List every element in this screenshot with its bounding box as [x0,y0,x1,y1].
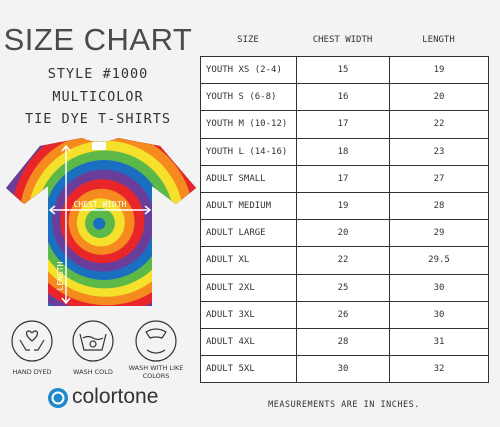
subtitle: TIE DYE T-SHIRTS [24,111,172,127]
style-number: STYLE #1000 [47,66,149,82]
size-cell: ADULT MEDIUM [200,192,297,221]
subtitle: MULTICOLOR [52,89,144,105]
size-cell: YOUTH L (14-16) [200,137,297,166]
size-cell: ADULT 4XL [200,328,297,357]
size-cell: YOUTH S (6-8) [200,83,297,112]
length-label: LENGTH [56,261,65,290]
shirt-tag [92,142,106,150]
measure-cell: 18 [296,137,390,166]
measure-cell: 22 [296,246,390,275]
measure-cell: 31 [389,328,489,357]
measure-cell: 25 [296,273,390,302]
size-cell: ADULT SMALL [200,164,297,193]
title: SIZE CHART [3,22,193,57]
care-label: HAND DYED [12,368,52,376]
measure-cell: 26 [296,300,390,329]
measure-cell: 28 [296,328,390,357]
chest-label: CHEST WIDTH [74,200,127,209]
column-header: CHEST WIDTH [312,35,373,45]
measure-cell: 30 [389,273,489,302]
measure-cell: 30 [296,355,390,384]
column-header: LENGTH [422,35,455,45]
footnote: MEASUREMENTS ARE IN INCHES. [268,400,420,410]
measure-cell: 17 [296,164,390,193]
measure-cell: 19 [296,192,390,221]
measure-cell: 27 [389,164,489,193]
measure-cell: 28 [389,192,489,221]
tie-dye-shirt [6,138,196,306]
care-icons [11,320,177,362]
measure-cell: 29.5 [389,246,489,275]
measure-cell: 15 [296,56,390,85]
measure-cell: 20 [389,83,489,112]
column-header: SIZE [237,35,259,45]
size-cell: ADULT XL [200,246,297,275]
illustration: CHEST WIDTH LENGTH [6,138,196,408]
size-cell: ADULT 5XL [200,355,297,384]
measure-cell: 16 [296,83,390,112]
care-label: WASH COLD [73,368,113,376]
measure-cell: 22 [389,110,489,139]
measure-arrows [48,144,152,305]
measure-cell: 20 [296,219,390,248]
brand-name: colortone [72,385,159,408]
measure-cell: 32 [389,355,489,384]
size-cell: YOUTH XS (2-4) [200,56,297,85]
size-cell: YOUTH M (10-12) [200,110,297,139]
measure-cell: 29 [389,219,489,248]
measure-cell: 17 [296,110,390,139]
measure-cell: 30 [389,300,489,329]
brand-logo [51,391,65,405]
measure-cell: 19 [389,56,489,85]
measure-cell: 23 [389,137,489,166]
care-label: WASH WITH LIKE COLORS [128,364,184,380]
size-cell: ADULT 3XL [200,300,297,329]
brand-logo [48,388,68,408]
dye-ring [93,217,106,230]
size-cell: ADULT 2XL [200,273,297,302]
size-cell: ADULT LARGE [200,219,297,248]
